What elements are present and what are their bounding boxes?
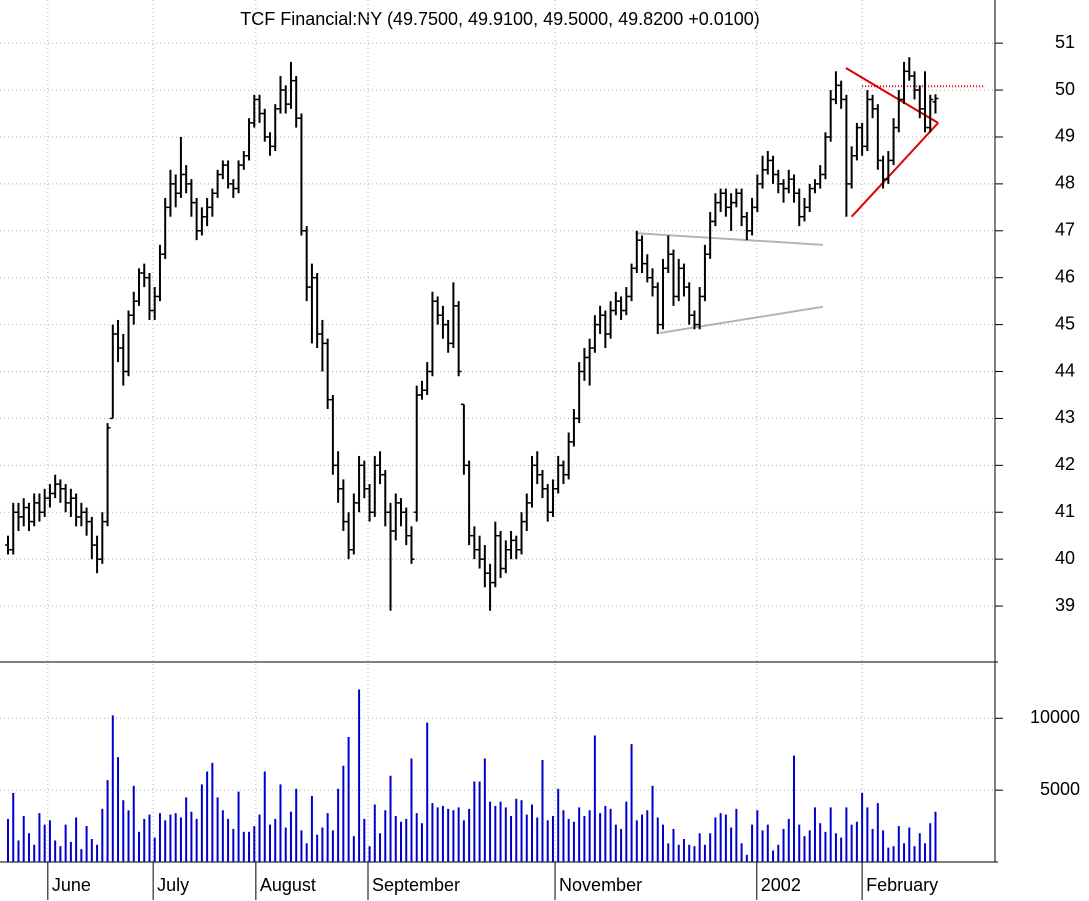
y-tick-label: 45	[1055, 313, 1075, 333]
y-tick-label: 46	[1055, 266, 1075, 286]
y-tick-label: 42	[1055, 454, 1075, 474]
x-tick-label: July	[157, 875, 189, 895]
y-tick-label: 47	[1055, 220, 1075, 240]
y-tick-label: 50	[1055, 79, 1075, 99]
y-tick-label: 41	[1055, 501, 1075, 521]
y-tick-label: 39	[1055, 595, 1075, 615]
x-tick-label: 2002	[761, 875, 801, 895]
y-tick-label: 43	[1055, 407, 1075, 427]
trend-line	[845, 67, 939, 124]
x-tick-label: September	[372, 875, 460, 895]
x-tick-label: August	[260, 875, 316, 895]
y-tick-label: 44	[1055, 360, 1075, 380]
y-tick-label: 5000	[1040, 779, 1080, 799]
y-tick-label: 51	[1055, 32, 1075, 52]
y-tick-label: 49	[1055, 126, 1075, 146]
trend-line	[635, 232, 823, 246]
y-tick-label: 48	[1055, 173, 1075, 193]
trend-line	[659, 305, 823, 335]
y-tick-label: 10000	[1030, 707, 1080, 727]
x-tick-label: June	[52, 875, 91, 895]
y-tick-label: 40	[1055, 548, 1075, 568]
x-tick-label: November	[559, 875, 642, 895]
x-tick-label: February	[866, 875, 938, 895]
chart-title: TCF Financial:NY (49.7500, 49.9100, 49.5…	[240, 9, 760, 29]
trend-line	[850, 122, 939, 218]
